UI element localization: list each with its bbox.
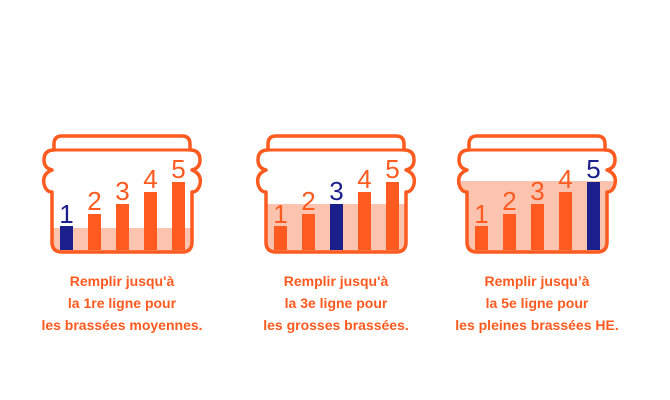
- drum-outline: [255, 134, 417, 254]
- panel-caption: Remplir jusqu'à la 3e ligne pour les gross…: [236, 270, 436, 336]
- level-number-5: 5: [586, 154, 600, 184]
- level-number-4: 4: [143, 164, 157, 194]
- panel-1: 1 2 3 4 5 Remplir jusqu'à la 1re ligne pour les…: [22, 128, 222, 338]
- level-number-5: 5: [171, 154, 185, 184]
- caption-line: Remplir jusqu'à: [69, 273, 175, 289]
- caption-line: les brassées moyennes.: [41, 317, 203, 333]
- caption-line: la 3e ligne pour: [284, 295, 388, 311]
- caption-line: Remplir jusqu’à: [484, 273, 590, 289]
- caption-line: les grosses brassées.: [263, 317, 409, 333]
- level-bar-1: [60, 226, 73, 250]
- level-number-3: 3: [329, 176, 343, 206]
- level-bar-1: [274, 226, 287, 250]
- level-number-2: 2: [502, 186, 516, 216]
- level-bar-3: [330, 204, 343, 250]
- level-number-3: 3: [530, 176, 544, 206]
- level-bar-5: [587, 182, 600, 250]
- level-bar-2: [503, 214, 516, 250]
- level-bar-2: [302, 214, 315, 250]
- level-bar-4: [358, 192, 371, 250]
- level-number-2: 2: [87, 186, 101, 216]
- caption-line: la 1re ligne pour: [67, 295, 177, 311]
- panel-3: 1 2 3 4 5 Remplir jusqu’à la 5e ligne pour les …: [437, 128, 637, 338]
- caption-line: la 5e ligne pour: [485, 295, 589, 311]
- level-bar-3: [531, 204, 544, 250]
- caption-line: Remplir jusqu'à: [283, 273, 389, 289]
- caption-line: les pleines brassées HE.: [455, 317, 619, 333]
- panel-caption: Remplir jusqu'à la 1re ligne pour les bras…: [22, 270, 222, 336]
- level-number-1: 1: [273, 199, 287, 229]
- level-bar-4: [144, 192, 157, 250]
- level-bar-5: [386, 182, 399, 250]
- level-number-1: 1: [59, 199, 73, 229]
- level-bar-4: [559, 192, 572, 250]
- level-number-3: 3: [115, 176, 129, 206]
- panel-caption: Remplir jusqu’à la 5e ligne pour les plein…: [437, 270, 637, 336]
- panel-2: 1 2 3 4 5 Remplir jusqu'à la 3e ligne pour les …: [236, 128, 436, 338]
- level-bar-1: [475, 226, 488, 250]
- level-number-1: 1: [474, 199, 488, 229]
- level-bar-2: [88, 214, 101, 250]
- level-number-4: 4: [558, 164, 572, 194]
- level-bar-5: [172, 182, 185, 250]
- drum-outline: [41, 134, 203, 254]
- level-bar-3: [116, 204, 129, 250]
- level-number-2: 2: [301, 186, 315, 216]
- level-number-5: 5: [385, 154, 399, 184]
- drum-outline: [456, 134, 618, 254]
- level-number-4: 4: [357, 164, 371, 194]
